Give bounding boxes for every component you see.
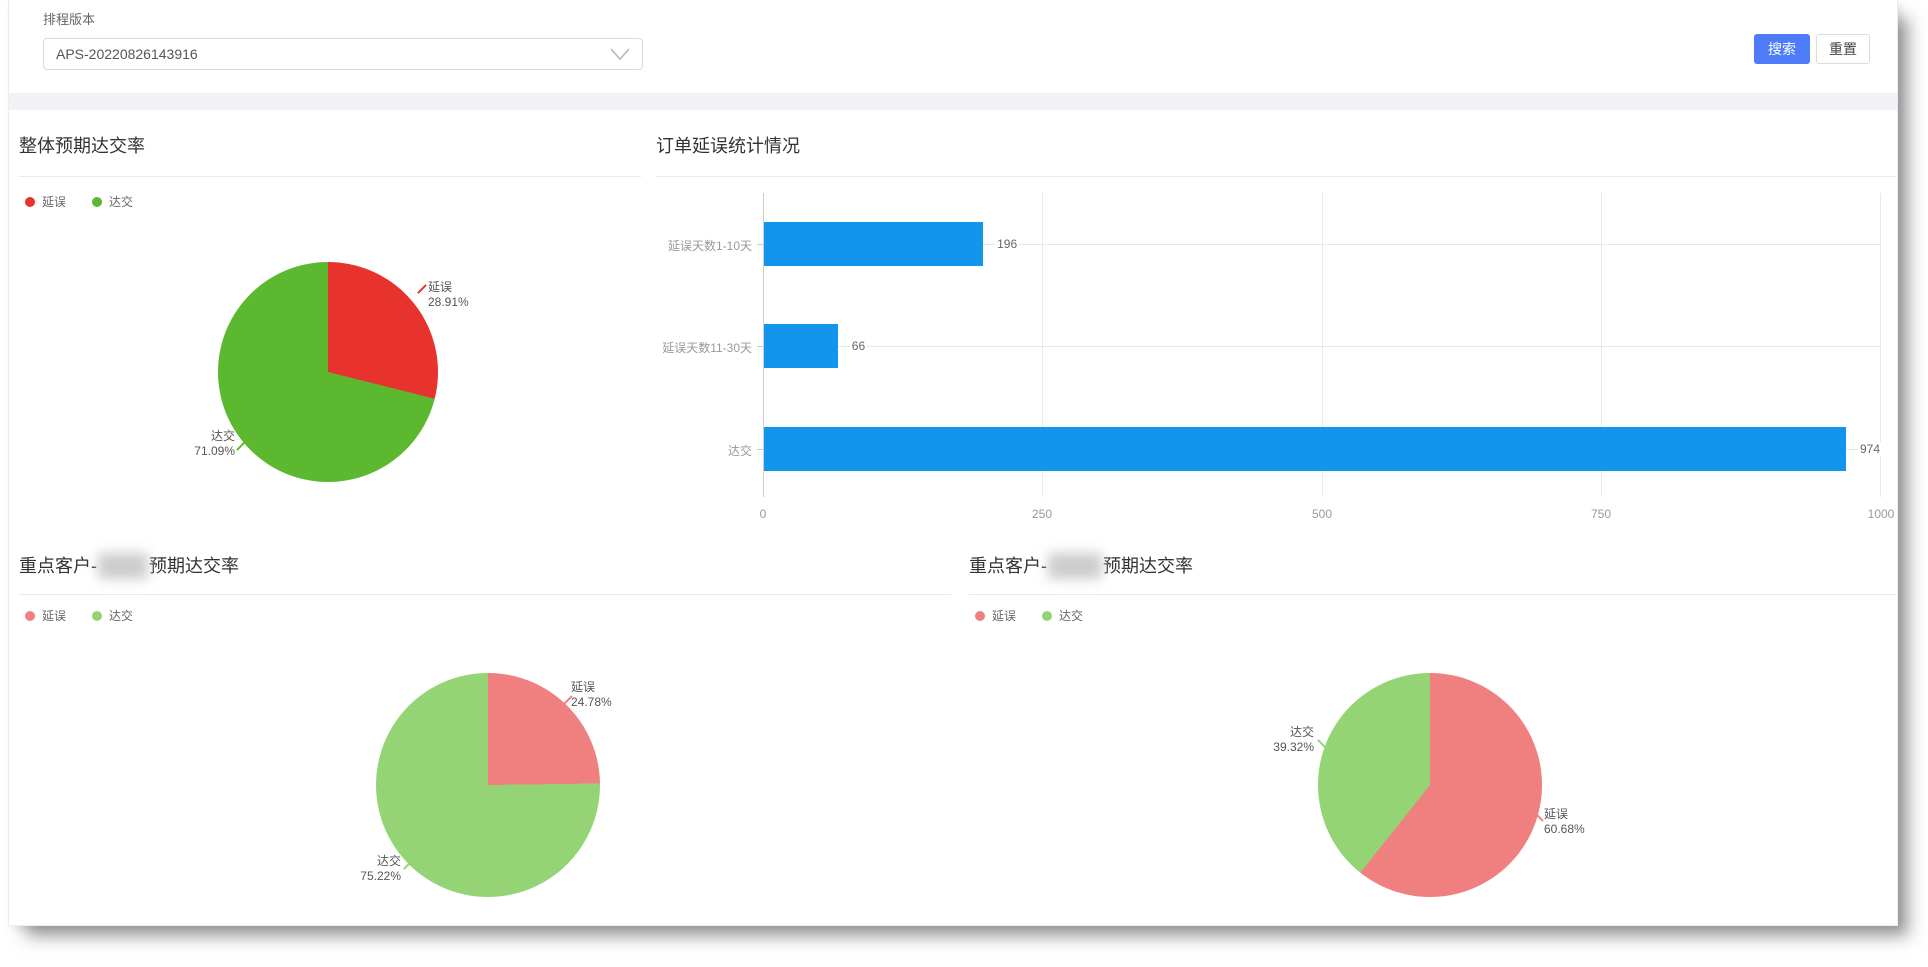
gridline [1042, 193, 1043, 497]
panel-title: 订单延误统计情况 [656, 136, 800, 156]
panel-title: 整体预期达交率 [19, 136, 145, 156]
customer1-pie-chart [376, 673, 600, 897]
schedule-version-label: 排程版本 [43, 12, 96, 27]
legend-dot-deliver [1042, 610, 1053, 621]
legend-item-delay: 延误 [975, 607, 1016, 624]
y-axis-tick [757, 449, 763, 450]
legend-item-deliver: 达交 [92, 193, 133, 210]
x-axis-tick-label: 250 [1031, 507, 1053, 521]
legend-item-deliver: 达交 [92, 607, 133, 624]
pie-label-deliver: 达交 75.22% [360, 854, 401, 883]
bar-value: 196 [995, 237, 1020, 251]
label-leader-line [236, 441, 246, 451]
x-axis-tick-label: 750 [1590, 507, 1612, 521]
bar-delay-11-30 [764, 324, 838, 368]
redacted-customer-name [98, 553, 148, 579]
row-gridline [764, 244, 1881, 245]
pie-label-deliver: 达交 71.09% [194, 429, 235, 458]
bar-row: 974 [764, 427, 1882, 471]
panel-title: 重点客户- 预期达交率 [19, 545, 951, 579]
bar-row: 196 [764, 222, 1882, 266]
legend: 延误 达交 [25, 607, 133, 624]
overall-pie-chart [218, 262, 438, 482]
label-leader-line [417, 284, 427, 294]
panel-order-delay-stats: 订单延误统计情况 延误天数1-10天 延误天数11-30天 达交 196 66 [656, 125, 1896, 545]
reset-button[interactable]: 重置 [1816, 34, 1870, 64]
legend-dot-delay [25, 196, 35, 207]
panel-overall-delivery-rate: 整体预期达交率 延误 达交 延误 28.91% 达交 71.09% [19, 125, 641, 545]
panel-key-customer-1: 重点客户- 预期达交率 延误 达交 延误 24.78% 达交 75.22% [19, 545, 951, 920]
bar-category-label: 延误天数1-10天 [667, 239, 752, 253]
legend-dot-delay [975, 610, 985, 621]
pie-label-deliver: 达交 39.32% [1273, 725, 1314, 754]
legend-item-delay: 延误 [25, 607, 66, 624]
gridline [1322, 193, 1323, 497]
redacted-customer-name [1048, 553, 1102, 579]
schedule-version-value: APS-20220826143916 [56, 46, 198, 62]
y-axis-tick [757, 346, 763, 347]
search-button[interactable]: 搜索 [1754, 34, 1810, 64]
x-axis-tick-label: 500 [1311, 507, 1333, 521]
bar-value: 66 [849, 339, 868, 353]
bar-category-label: 达交 [727, 444, 752, 458]
legend-dot-deliver [92, 610, 103, 621]
bar-category-label: 延误天数11-30天 [662, 341, 752, 355]
x-axis-tick-label: 1000 [1867, 507, 1895, 521]
legend: 延误 达交 [25, 193, 133, 210]
panel-key-customer-2: 重点客户- 预期达交率 延误 达交 达交 39.32% 延误 60.68% [969, 545, 1896, 920]
bar-row: 66 [764, 324, 1882, 368]
y-axis-tick [757, 244, 763, 245]
legend-dot-delay [25, 610, 35, 621]
legend-item-deliver: 达交 [1042, 607, 1083, 624]
panel-title: 重点客户- 预期达交率 [969, 545, 1896, 579]
row-gridline [764, 346, 1881, 347]
schedule-version-select[interactable]: APS-20220826143916 [43, 38, 643, 70]
gridline [1601, 193, 1602, 497]
x-axis-tick-label: 0 [759, 507, 767, 521]
bar-delay-1-10 [764, 222, 984, 266]
bar-delivered [764, 427, 1846, 471]
section-divider-band [9, 93, 1897, 110]
legend-dot-deliver [92, 196, 103, 207]
dashboard-page: 排程版本 APS-20220826143916 搜索 重置 整体预期达交率 延误… [8, 0, 1898, 926]
bar-plot-area: 196 66 974 [763, 193, 1882, 500]
bar-value: 974 [1857, 442, 1882, 456]
gridline [1880, 193, 1881, 497]
y-axis-line [763, 193, 764, 497]
chevron-down-icon[interactable] [610, 47, 630, 61]
pie-label-delay: 延误 24.78% [571, 680, 612, 709]
legend-item-delay: 延误 [25, 193, 66, 210]
customer2-pie-chart [1318, 673, 1542, 897]
pie-label-delay: 延误 28.91% [428, 280, 469, 309]
pie-label-delay: 延误 60.68% [1544, 807, 1585, 836]
legend: 延误 达交 [975, 607, 1083, 624]
